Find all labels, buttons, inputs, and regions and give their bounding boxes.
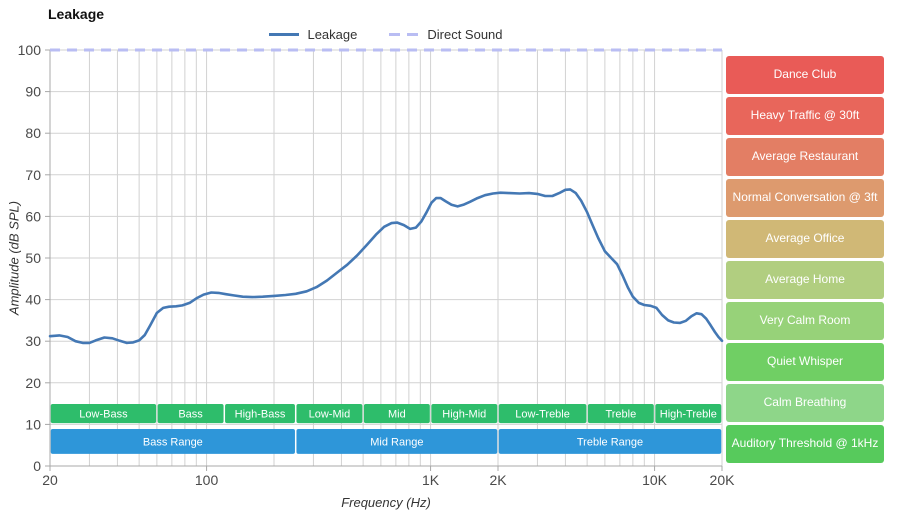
band-mid [363,404,430,424]
x-tick-label: 2K [489,472,507,488]
y-tick-label: 50 [25,250,41,266]
band-label: Treble Range [577,436,643,448]
band-label: Bass [178,409,203,421]
band-label: Treble [605,409,636,421]
y-tick-label: 70 [25,167,41,183]
band-treble-range [498,428,722,454]
y-tick-label: 60 [25,208,41,224]
band-label: High-Mid [442,409,486,421]
noise-level-average-home: Average Home [726,261,884,299]
y-tick-label: 10 [25,416,41,432]
direct-sound-line-swatch [389,33,420,36]
band-label: Low-Mid [309,409,351,421]
y-axis-title: Amplitude (dB SPL) [6,200,22,316]
noise-level-reference-panel: Dance Club Heavy Traffic @ 30ft Average Re… [726,56,884,466]
x-axis-title: Frequency (Hz) [341,495,431,510]
y-tick-label: 30 [25,333,41,349]
band-low-treble [498,404,587,424]
band-label: High-Treble [660,409,717,421]
band-low-mid [296,404,363,424]
chart-legend: Leakage Direct Sound [50,27,722,42]
y-tick-label: 80 [25,125,41,141]
legend-label-direct-sound: Direct Sound [427,27,503,42]
band-bass-range [50,428,295,454]
band-low-bass [50,404,157,424]
noise-level-average-restaurant: Average Restaurant [726,138,884,176]
x-tick-label: 1K [422,472,440,488]
noise-level-very-calm-room: Very Calm Room [726,302,884,340]
noise-level-auditory-threshold-1khz: Auditory Threshold @ 1kHz [726,425,884,463]
band-label: Bass Range [143,436,203,448]
x-tick-label: 20 [42,472,58,488]
noise-level-normal-conversation-3ft: Normal Conversation @ 3ft [726,179,884,217]
noise-level-quiet-whisper: Quiet Whisper [726,343,884,381]
page-title: Leakage [48,6,105,22]
y-tick-label: 90 [25,84,41,100]
band-high-bass [225,404,295,424]
y-tick-label: 40 [25,292,41,308]
noise-level-average-office: Average Office [726,220,884,258]
y-tick-label: 20 [25,375,41,391]
legend-label-leakage: Leakage [307,27,358,42]
band-bass [157,404,224,424]
y-tick-label: 100 [18,42,42,58]
band-high-treble [655,404,722,424]
legend-item-leakage[interactable]: Leakage [269,27,357,42]
band-treble [587,404,654,424]
band-label: Low-Bass [79,409,128,421]
x-tick-label: 100 [195,472,219,488]
band-label: High-Bass [235,409,286,421]
band-label: Mid Range [370,436,423,448]
band-label: Mid [388,409,406,421]
band-high-mid [431,404,498,424]
x-tick-label: 10K [642,472,668,488]
leakage-line-swatch [269,33,300,36]
noise-level-dance-club: Dance Club [726,56,884,94]
noise-level-calm-breathing: Calm Breathing [726,384,884,422]
y-tick-label: 0 [33,458,41,474]
band-mid-range [296,428,498,454]
band-label: Low-Treble [515,409,570,421]
leakage-line [48,188,724,345]
x-tick-label: 20K [710,472,736,488]
noise-level-heavy-traffic-30ft: Heavy Traffic @ 30ft [726,97,884,135]
legend-item-direct-sound[interactable]: Direct Sound [389,27,503,42]
